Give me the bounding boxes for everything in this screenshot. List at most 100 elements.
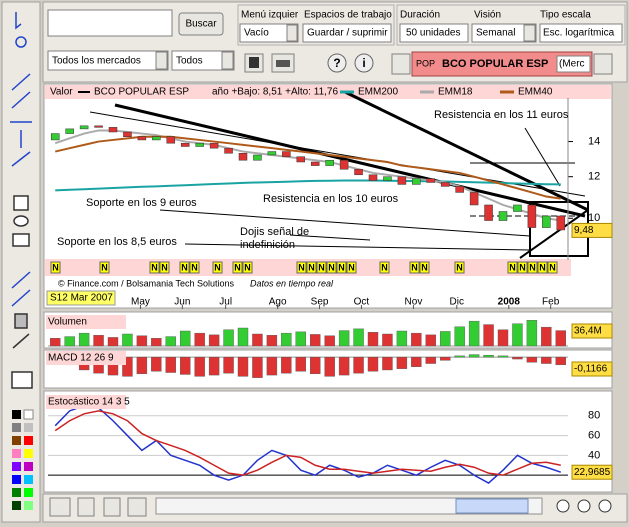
news-marker-box — [50, 261, 61, 274]
bar — [425, 356, 436, 364]
line-tool[interactable] — [11, 73, 31, 91]
text-tool[interactable] — [13, 195, 29, 211]
candle — [209, 142, 219, 149]
candle — [152, 136, 161, 141]
color-swatch[interactable] — [12, 410, 21, 419]
info-icon[interactable] — [354, 53, 374, 73]
start-date-box — [46, 290, 116, 306]
news-marker: N — [338, 262, 345, 272]
workspace-value: Guardar / suprimir — [307, 28, 388, 39]
duration-select[interactable] — [399, 23, 469, 43]
duration-label: Duración — [400, 10, 440, 21]
trend-line — [519, 209, 589, 259]
color-swatch[interactable] — [12, 501, 21, 510]
x-tick-label: Ago — [269, 297, 287, 308]
next-ticker[interactable] — [593, 53, 613, 75]
last-value-box — [571, 222, 613, 238]
color-swatch[interactable] — [23, 409, 34, 420]
market-select[interactable] — [47, 50, 169, 71]
scale-value: Esc. logarítmica — [543, 28, 615, 39]
bottom-tool[interactable] — [103, 497, 121, 517]
indicator-tool[interactable] — [11, 371, 33, 389]
x-tick-label: May — [131, 297, 150, 308]
color-swatch[interactable] — [24, 436, 33, 445]
scroll-thumb[interactable] — [455, 498, 529, 514]
print-glyph — [276, 60, 290, 67]
y-tick-label: 10 — [588, 212, 600, 224]
trend-line — [89, 111, 586, 197]
zoom-reset[interactable] — [577, 499, 591, 513]
candle — [469, 192, 479, 206]
color-swatch[interactable] — [24, 501, 33, 510]
color-swatch[interactable] — [12, 436, 21, 445]
bar — [468, 320, 480, 347]
zoom-out[interactable] — [556, 499, 570, 513]
start-date: S12 Mar 2007 — [50, 293, 113, 304]
help-icon[interactable] — [327, 53, 347, 73]
search-input[interactable] — [47, 9, 173, 37]
candle — [368, 174, 378, 181]
bottom-tool[interactable] — [49, 497, 71, 517]
bar — [208, 334, 220, 347]
scale-select[interactable] — [539, 23, 623, 43]
scrollbar[interactable] — [155, 497, 543, 515]
color-swatch[interactable] — [12, 462, 21, 471]
workspace-select[interactable] — [302, 23, 392, 43]
candle — [354, 168, 363, 176]
last-value: -0,1166 — [574, 364, 608, 375]
color-swatch[interactable] — [12, 475, 21, 484]
channel-tool[interactable] — [11, 151, 31, 167]
bar — [324, 335, 335, 347]
view-select[interactable] — [471, 23, 537, 43]
bar — [396, 330, 408, 347]
annotation: indefinición — [240, 239, 295, 251]
color-swatch[interactable] — [12, 449, 21, 458]
bar — [180, 356, 191, 375]
book-tool[interactable] — [12, 233, 30, 247]
prev-ticker[interactable] — [391, 53, 411, 75]
news-marker-box — [507, 261, 518, 274]
color-swatch[interactable] — [24, 488, 33, 497]
filter-select[interactable] — [171, 50, 235, 71]
news-marker: N — [181, 262, 188, 272]
zoom-tool[interactable] — [15, 36, 27, 48]
color-swatch[interactable] — [12, 423, 21, 432]
color-swatch[interactable] — [12, 488, 21, 497]
color-swatch[interactable] — [24, 449, 33, 458]
bar — [541, 356, 552, 364]
pointer-tool[interactable] — [15, 12, 22, 30]
bar — [208, 356, 220, 376]
bar — [93, 335, 104, 347]
bottom-tool[interactable] — [127, 497, 147, 517]
candle — [426, 178, 436, 183]
color-swatch[interactable] — [24, 462, 33, 471]
line-tool[interactable] — [11, 91, 31, 109]
color-swatch[interactable] — [24, 475, 33, 484]
comment-tool[interactable] — [13, 215, 29, 227]
bar — [151, 338, 162, 347]
bar — [497, 355, 509, 358]
news-marker-box — [346, 261, 357, 274]
delete-tool[interactable] — [14, 313, 28, 329]
info-glyph: i — [362, 56, 365, 70]
indicator-line — [54, 410, 561, 476]
bar — [382, 356, 393, 371]
bar — [266, 356, 278, 376]
color-swatch[interactable] — [24, 423, 33, 432]
fibo-tool[interactable] — [11, 289, 31, 307]
search-button[interactable] — [178, 12, 224, 36]
menu-select[interactable] — [239, 23, 299, 43]
news-marker: N — [421, 262, 428, 272]
x-tick-label: 2008 — [498, 297, 521, 308]
news-marker-box — [316, 261, 327, 274]
news-marker-box — [326, 261, 337, 274]
bottom-tool[interactable] — [77, 497, 95, 517]
news-marker-box — [547, 261, 558, 274]
bar — [136, 356, 148, 375]
x-tick-label: Sep — [311, 297, 329, 308]
zoom-in[interactable] — [598, 499, 612, 513]
bar — [122, 333, 133, 347]
settings-tool[interactable] — [12, 333, 30, 349]
fibo-tool[interactable] — [11, 271, 31, 289]
